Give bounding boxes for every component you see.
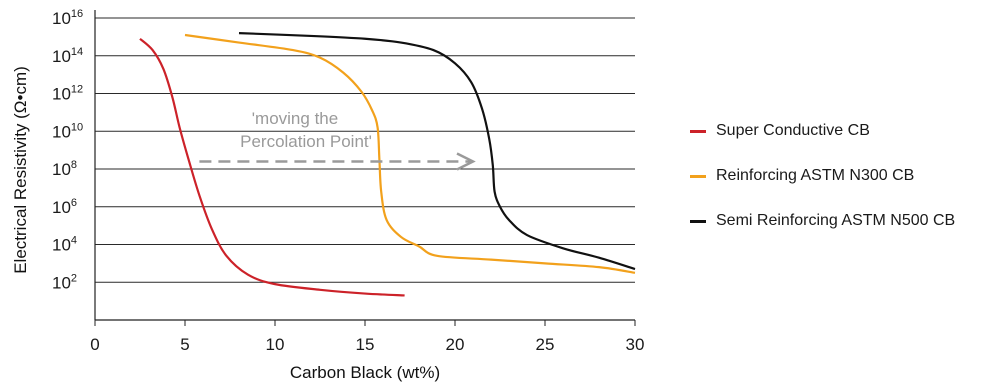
x-tick-label: 30 bbox=[626, 335, 645, 354]
legend-item-super-conductive: Super Conductive CB bbox=[690, 120, 955, 142]
x-tick-label: 5 bbox=[180, 335, 189, 354]
x-axis-title: Carbon Black (wt%) bbox=[290, 363, 440, 382]
x-tick-label: 15 bbox=[356, 335, 375, 354]
y-tick-label: 106 bbox=[52, 197, 77, 217]
axes bbox=[94, 10, 635, 321]
y-tick-label: 1012 bbox=[52, 84, 83, 104]
y-tick-label: 102 bbox=[52, 272, 77, 292]
gridlines bbox=[95, 17, 635, 283]
legend-swatch bbox=[690, 219, 706, 223]
y-tick-label: 104 bbox=[52, 235, 77, 255]
legend-label: Reinforcing ASTM N300 CB bbox=[716, 167, 915, 184]
annotation-arrow-head bbox=[456, 152, 476, 171]
y-axis-title: Electrical Resistivity (Ω•cm) bbox=[11, 66, 30, 274]
x-tick-labels: 0 5 10 15 20 25 30 bbox=[90, 320, 644, 354]
annotation-line-1: 'moving the bbox=[252, 109, 338, 128]
legend-item-n300: Reinforcing ASTM N300 CB bbox=[690, 165, 955, 187]
series-line-0 bbox=[139, 37, 405, 297]
x-tick-label: 0 bbox=[90, 335, 99, 354]
y-tick-label: 108 bbox=[52, 159, 77, 179]
series-line-1 bbox=[184, 33, 636, 274]
y-tick-label: 1010 bbox=[52, 121, 83, 141]
series-lines bbox=[139, 32, 636, 297]
legend-label: Super Conductive CB bbox=[716, 122, 870, 139]
x-tick-label: 25 bbox=[536, 335, 555, 354]
y-tick-label: 1014 bbox=[52, 46, 83, 66]
legend-item-n500: Semi Reinforcing ASTM N500 CB bbox=[690, 210, 955, 232]
annotation-line-2: Percolation Point' bbox=[240, 132, 372, 151]
percolation-annotation: 'moving the Percolation Point' bbox=[199, 109, 476, 171]
legend-label: Semi Reinforcing ASTM N500 CB bbox=[716, 212, 956, 229]
y-tick-labels: 102 104 106 108 1010 1012 1014 1016 bbox=[52, 8, 83, 292]
legend-swatch bbox=[690, 174, 706, 178]
series-line-2 bbox=[238, 32, 636, 271]
x-tick-label: 10 bbox=[266, 335, 285, 354]
x-tick-label: 20 bbox=[446, 335, 465, 354]
legend: Super Conductive CB Reinforcing ASTM N30… bbox=[690, 120, 955, 255]
legend-swatch bbox=[690, 129, 706, 133]
y-tick-label: 1016 bbox=[52, 8, 83, 28]
